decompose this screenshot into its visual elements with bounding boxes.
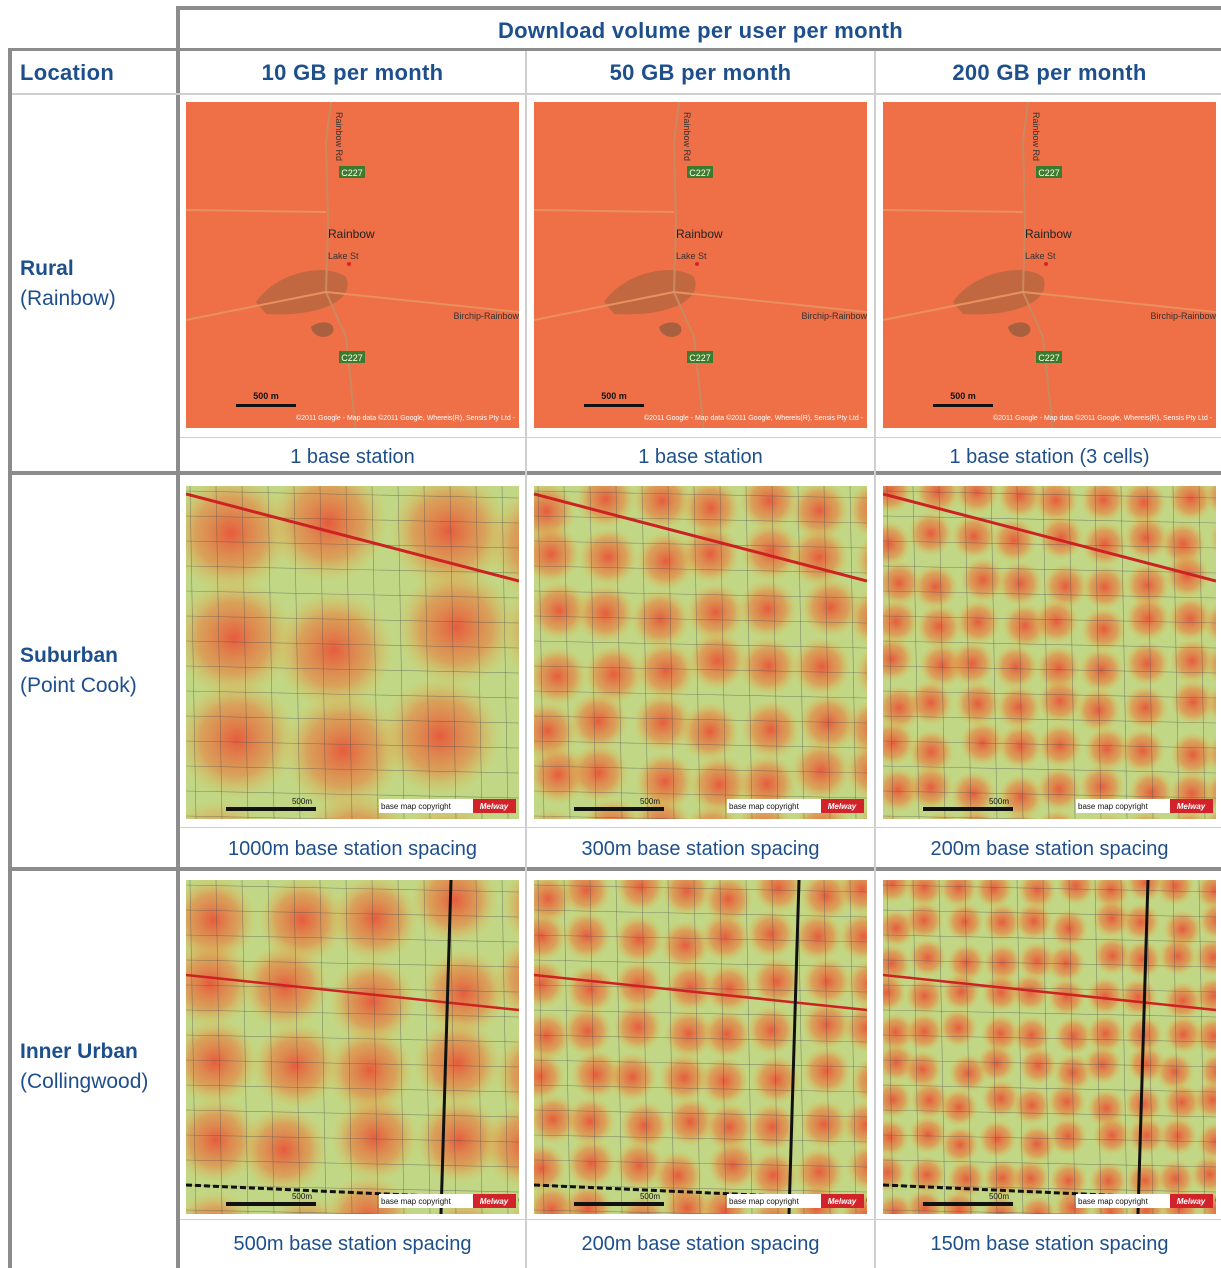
- location-place: (Rainbow): [20, 287, 116, 310]
- location-place: (Collingwood): [20, 1070, 148, 1093]
- map-label: Rainbow Rd: [682, 112, 692, 161]
- map-label: Rainbow: [328, 227, 375, 241]
- location: Inner Urban (Collingwood): [20, 1037, 148, 1097]
- map-label: Melway: [1177, 802, 1206, 811]
- map-label: Lake St: [1025, 251, 1056, 261]
- map-image: C227 C227 Rainbow Rd Rainbow Lake St Birchip-…: [883, 102, 1216, 428]
- map-label: Birchip-Rainbow: [801, 311, 867, 321]
- map-label: 500 m: [253, 391, 279, 401]
- map-label: base map copyright: [1078, 802, 1149, 811]
- map-label: C227: [341, 168, 363, 178]
- caption: 500m base station spacing: [180, 1233, 525, 1256]
- map-image: 500m base map copyright Melway: [534, 880, 867, 1214]
- map-image: C227 C227 Rainbow Rd Rainbow Lake St Birchip-…: [186, 102, 519, 428]
- location: Rural (Rainbow): [20, 254, 116, 314]
- map-label: C227: [1038, 168, 1060, 178]
- column-header: 10 GB per month: [180, 60, 525, 86]
- rule: [180, 827, 1221, 828]
- map-label: ©2011 Google - Map data ©2011 Google, Wh…: [296, 414, 516, 422]
- map-label: Rainbow Rd: [334, 112, 344, 161]
- map-label: Melway: [480, 1197, 509, 1206]
- map-image: 500m base map copyright Melway: [883, 880, 1216, 1214]
- map-label: C227: [1038, 353, 1060, 363]
- map-label: 500m: [989, 1192, 1009, 1201]
- rule: [525, 51, 527, 1268]
- map-label: Birchip-Rainbow: [1150, 311, 1216, 321]
- caption: 200m base station spacing: [877, 838, 1221, 861]
- column-header: 200 GB per month: [877, 60, 1221, 86]
- rule: [874, 51, 876, 1268]
- map-label: base map copyright: [729, 802, 800, 811]
- column-header: 50 GB per month: [528, 60, 873, 86]
- caption: 150m base station spacing: [877, 1233, 1221, 1256]
- caption: 300m base station spacing: [528, 838, 873, 861]
- location-name: Suburban: [20, 641, 137, 671]
- border: [8, 48, 12, 1268]
- border: [8, 471, 1221, 475]
- span-title: Download volume per user per month: [180, 18, 1221, 44]
- caption: 1 base station: [180, 446, 525, 469]
- location-name: Rural: [20, 254, 116, 284]
- map-label: Melway: [828, 1197, 857, 1206]
- rule: [12, 93, 1221, 95]
- map-label: 500 m: [950, 391, 976, 401]
- location-name: Inner Urban: [20, 1037, 148, 1067]
- map-label: 500m: [640, 1192, 660, 1201]
- border: [8, 48, 1221, 51]
- map-label: base map copyright: [729, 1197, 800, 1206]
- map-label: 500m: [640, 797, 660, 806]
- map-image: 500m base map copyright Melway: [883, 486, 1216, 819]
- rule: [180, 437, 1221, 438]
- map-label: base map copyright: [1078, 1197, 1149, 1206]
- caption: 1 base station (3 cells): [877, 446, 1221, 469]
- map-label: 500m: [989, 797, 1009, 806]
- border: [176, 6, 180, 1268]
- location-label: Location: [20, 60, 114, 86]
- map-label: Birchip-Rainbow: [453, 311, 519, 321]
- map-label: Lake St: [676, 251, 707, 261]
- map-label: Melway: [480, 802, 509, 811]
- map-label: Melway: [828, 802, 857, 811]
- location-place: (Point Cook): [20, 674, 137, 697]
- map-label: ©2011 Google - Map data ©2011 Google, Wh…: [644, 414, 864, 422]
- map-label: C227: [341, 353, 363, 363]
- map-image: 500m base map copyright Melway: [186, 486, 519, 819]
- map-label: 500 m: [601, 391, 627, 401]
- map-label: Melway: [1177, 1197, 1206, 1206]
- location: Suburban (Point Cook): [20, 641, 137, 701]
- caption: 1 base station: [528, 446, 873, 469]
- map-label: 500m: [292, 1192, 312, 1201]
- border: [8, 867, 1221, 871]
- map-label: Rainbow: [1025, 227, 1072, 241]
- map-label: Rainbow: [676, 227, 723, 241]
- map-label: base map copyright: [381, 1197, 452, 1206]
- map-label: C227: [689, 168, 711, 178]
- map-label: base map copyright: [381, 802, 452, 811]
- page: Download volume per user per month Locat…: [0, 0, 1221, 1268]
- map-label: C227: [689, 353, 711, 363]
- caption: 200m base station spacing: [528, 1233, 873, 1256]
- map-label: ©2011 Google - Map data ©2011 Google, Wh…: [993, 414, 1213, 422]
- map-label: 500m: [292, 797, 312, 806]
- map-label: Lake St: [328, 251, 359, 261]
- map-image: 500m base map copyright Melway: [534, 486, 867, 819]
- map-image: 500m base map copyright Melway: [186, 880, 519, 1214]
- map-image: C227 C227 Rainbow Rd Rainbow Lake St Birchip-…: [534, 102, 867, 428]
- caption: 1000m base station spacing: [180, 838, 525, 861]
- map-label: Rainbow Rd: [1031, 112, 1041, 161]
- rule: [180, 1219, 1221, 1220]
- border: [176, 6, 1221, 10]
